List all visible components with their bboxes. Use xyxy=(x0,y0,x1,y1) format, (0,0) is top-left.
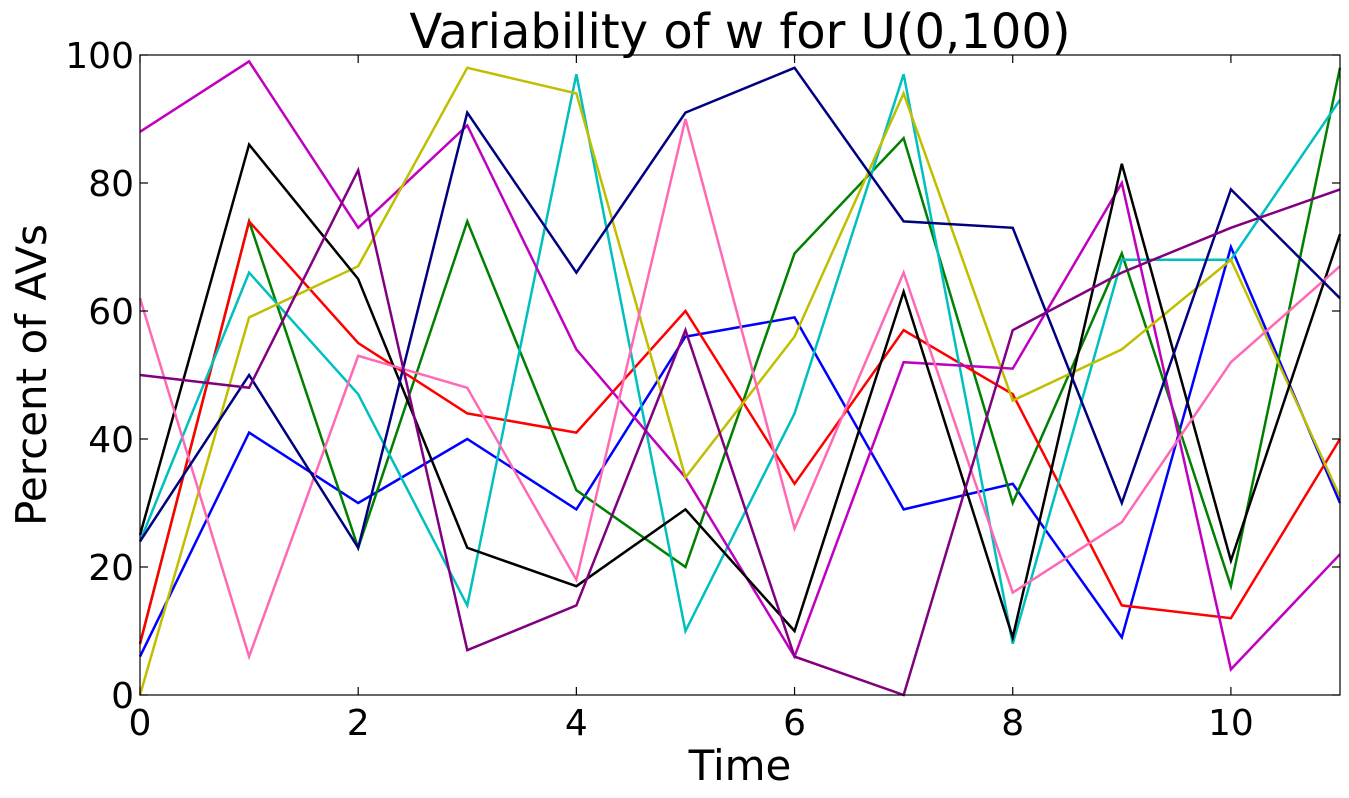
series-line-7 xyxy=(138,141,1342,643)
y-tick-label-100: 100 xyxy=(65,36,134,77)
x-tick-label-2: 2 xyxy=(347,703,370,744)
y-axis-label: Percent of AVs xyxy=(7,224,56,526)
series-line-8 xyxy=(138,118,1341,661)
x-axis-label: Time xyxy=(688,741,792,790)
series-line-9 xyxy=(138,66,1341,551)
x-tick-label-6: 6 xyxy=(783,703,806,744)
x-tick-label-4: 4 xyxy=(565,703,588,744)
x-tick-label-10: 10 xyxy=(1208,703,1254,744)
series-line-5 xyxy=(139,59,1341,672)
plot-frame xyxy=(139,54,1341,696)
chart-title: Variability of w for U(0,100) xyxy=(409,4,1070,60)
y-tick-label-40: 40 xyxy=(88,420,134,461)
series-line-10 xyxy=(139,166,1341,697)
series-line-3 xyxy=(138,218,1342,645)
y-tick-label-80: 80 xyxy=(88,164,134,205)
y-tick-label-20: 20 xyxy=(88,548,134,589)
y-tick-label-0: 0 xyxy=(111,676,134,717)
y-tick-label-60: 60 xyxy=(88,292,134,333)
series-line-4 xyxy=(138,73,1342,645)
series-line-6 xyxy=(138,66,1342,696)
series-layer xyxy=(138,59,1342,697)
series-line-2 xyxy=(138,67,1342,645)
series-line-1 xyxy=(138,243,1342,658)
x-tick-label-8: 8 xyxy=(1001,703,1024,744)
x-tick-label-0: 0 xyxy=(129,703,152,744)
